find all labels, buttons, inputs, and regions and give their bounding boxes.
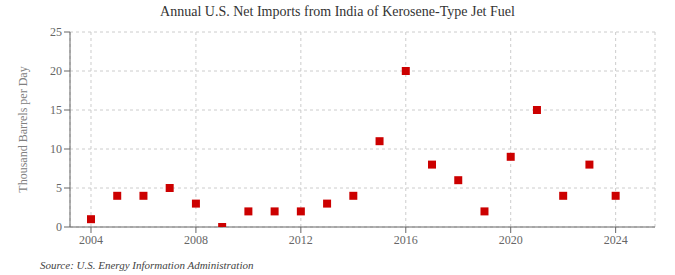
svg-text:15: 15 (50, 103, 62, 117)
svg-text:10: 10 (50, 142, 62, 156)
svg-text:Thousand Barrels per Day: Thousand Barrels per Day (16, 66, 30, 192)
svg-text:5: 5 (56, 181, 62, 195)
svg-text:2024: 2024 (604, 233, 628, 247)
svg-text:2004: 2004 (79, 233, 103, 247)
svg-text:2020: 2020 (499, 233, 523, 247)
svg-text:2008: 2008 (184, 233, 208, 247)
svg-text:25: 25 (50, 25, 62, 39)
html-text:Annual U.S. Net Imports from I: Annual U.S. Net Imports from India of Ke… (160, 4, 515, 19)
svg-text:2012: 2012 (289, 233, 313, 247)
svg-text:2016: 2016 (394, 233, 418, 247)
svg-text:0: 0 (56, 220, 62, 234)
html-text:Source: U.S. Energy Informatio: Source: U.S. Energy Information Administ… (40, 259, 254, 271)
svg-text:20: 20 (50, 64, 62, 78)
